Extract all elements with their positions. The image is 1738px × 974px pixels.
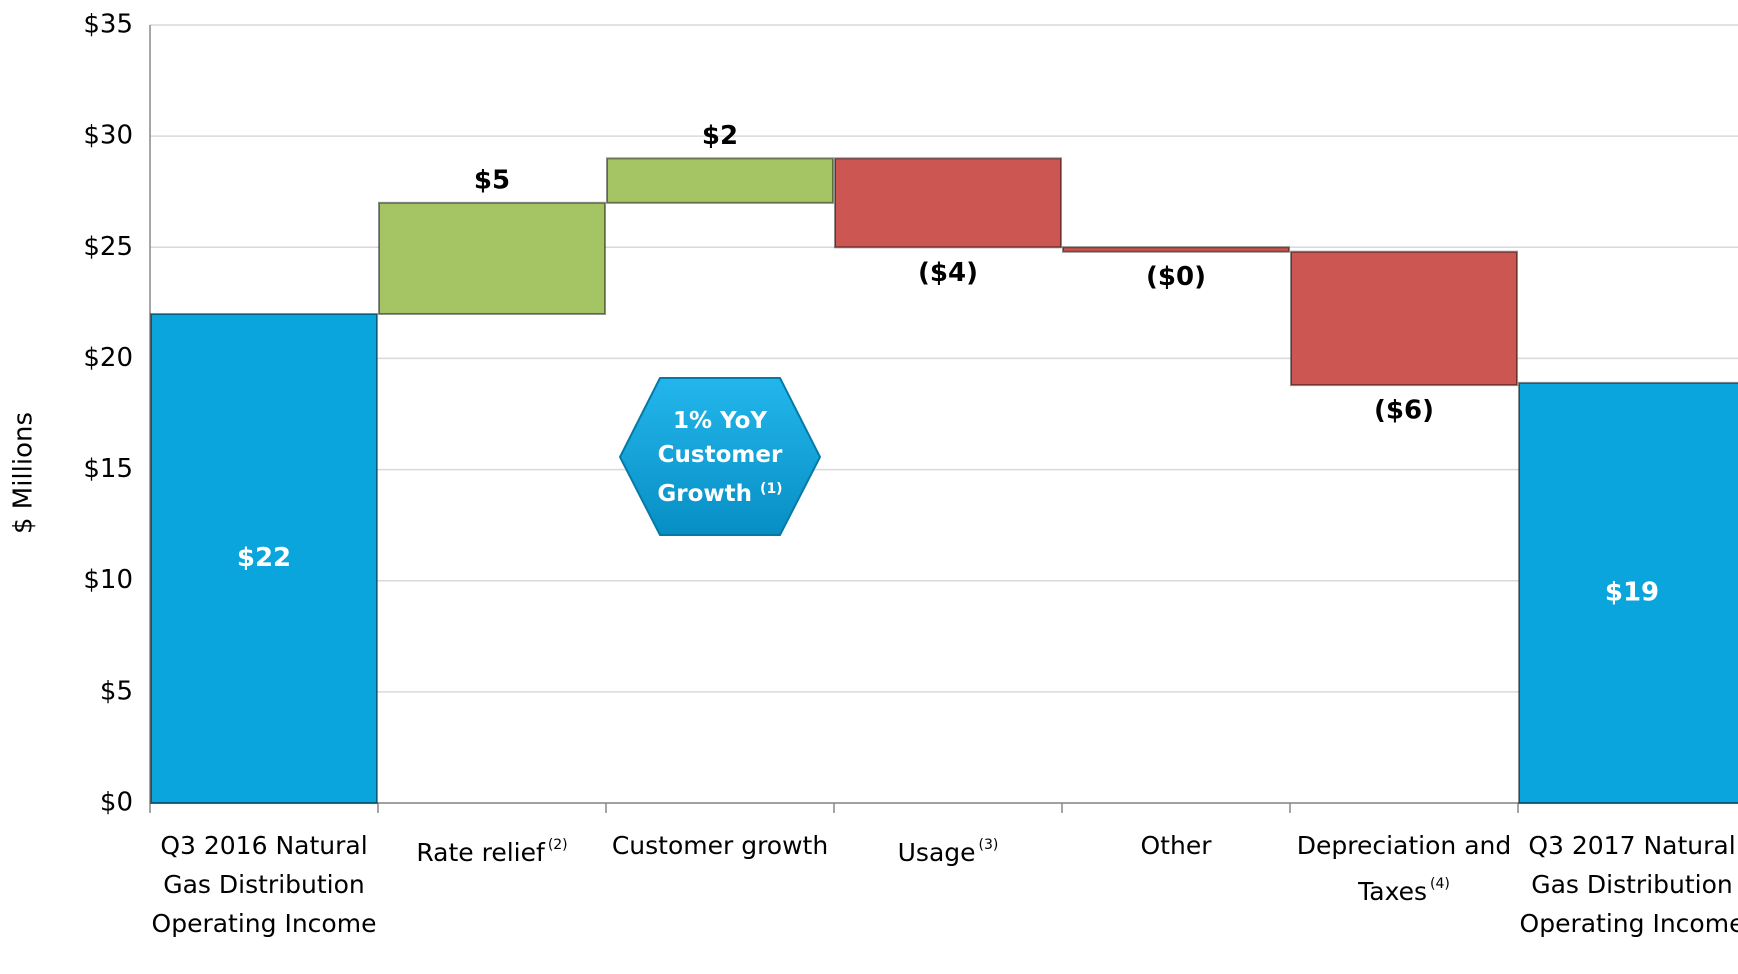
annotation-hexagon bbox=[618, 377, 822, 536]
bar bbox=[1518, 381, 1738, 804]
y-tick-label: $30 bbox=[83, 121, 133, 151]
annotation-text: 1% YoY Customer Growth bbox=[657, 408, 783, 507]
x-tick-label: Q3 2016 Natural Gas Distribution Operati… bbox=[144, 826, 384, 943]
category-name: Rate relief bbox=[416, 838, 545, 867]
data-label: $19 bbox=[1605, 577, 1659, 607]
data-label: ($0) bbox=[1146, 262, 1206, 292]
category-name: Other bbox=[1140, 831, 1212, 860]
bar bbox=[150, 312, 378, 804]
x-tick-label: Depreciation and Taxes (4) bbox=[1284, 826, 1524, 911]
x-tick-label: Usage (3) bbox=[828, 826, 1068, 872]
category-note: (3) bbox=[978, 837, 999, 853]
y-tick-label: $15 bbox=[83, 454, 133, 484]
data-label: $5 bbox=[474, 165, 510, 195]
x-tick-label: Rate relief (2) bbox=[372, 826, 612, 872]
y-tick-label: $25 bbox=[83, 232, 133, 262]
category-name: Usage bbox=[897, 838, 976, 867]
category-name: Depreciation and Taxes bbox=[1296, 831, 1512, 906]
annotation-note: (1) bbox=[760, 481, 783, 497]
data-label: ($6) bbox=[1374, 396, 1434, 426]
y-axis-label: $ Millions bbox=[9, 412, 39, 534]
category-name: Q3 2017 Natural Gas Distribution Operati… bbox=[1519, 831, 1738, 938]
category-note: (4) bbox=[1430, 876, 1450, 892]
data-label: $2 bbox=[702, 121, 738, 151]
bar bbox=[1290, 250, 1518, 387]
y-tick-label: $10 bbox=[83, 565, 133, 595]
data-label: $22 bbox=[237, 543, 291, 573]
data-label: ($4) bbox=[918, 258, 978, 288]
y-tick-label: $5 bbox=[100, 676, 133, 706]
category-note: (2) bbox=[547, 837, 568, 853]
x-tick-label: Q3 2017 Natural Gas Distribution Operati… bbox=[1512, 826, 1738, 943]
category-name: Q3 2016 Natural Gas Distribution Operati… bbox=[151, 831, 377, 938]
category-name: Customer growth bbox=[611, 831, 829, 860]
annotation: 1% YoY Customer Growth (1) bbox=[620, 380, 820, 535]
y-tick-label: $35 bbox=[83, 10, 133, 40]
y-tick-label: $0 bbox=[100, 788, 133, 818]
bar bbox=[834, 157, 1062, 249]
bar bbox=[378, 201, 606, 315]
x-tick-label: Other bbox=[1056, 826, 1296, 865]
x-tick-label: Customer growth bbox=[600, 826, 840, 865]
bar bbox=[606, 157, 834, 204]
y-tick-label: $20 bbox=[83, 343, 133, 373]
bar bbox=[1062, 246, 1290, 253]
